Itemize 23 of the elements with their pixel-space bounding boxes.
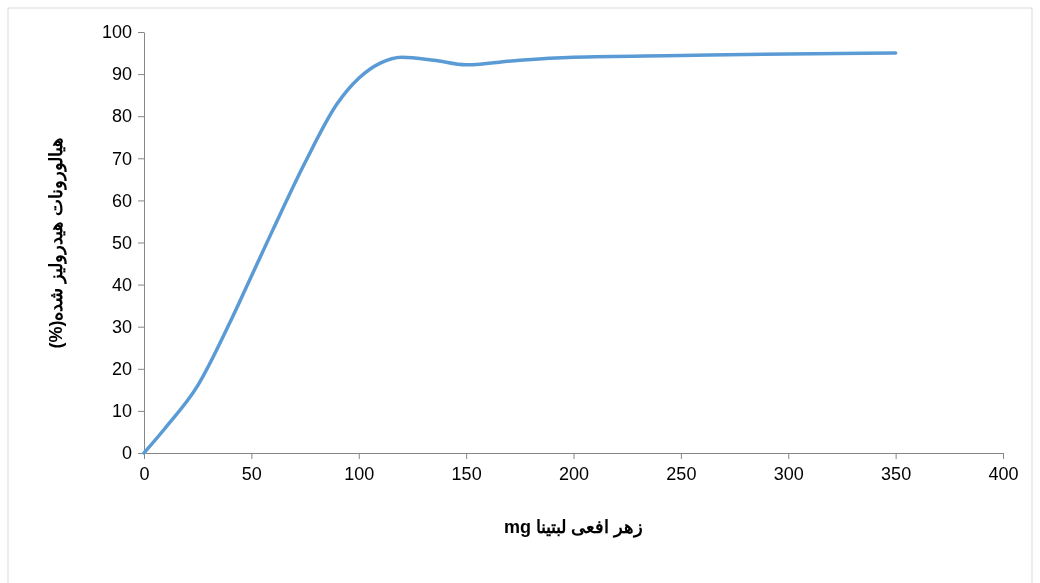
x-tick-label: 200 xyxy=(558,463,590,484)
y-tick-label: 10 xyxy=(111,401,132,422)
y-tick-label: 0 xyxy=(121,443,132,464)
x-tick-label: 0 xyxy=(139,463,150,484)
y-tick-label: 80 xyxy=(111,106,132,127)
y-tick-label: 40 xyxy=(111,274,132,295)
x-tick-label: 300 xyxy=(773,463,804,484)
y-tick-label: 70 xyxy=(111,148,132,169)
x-tick-label: 250 xyxy=(666,463,697,484)
line-series xyxy=(142,51,898,455)
y-tick-label: 20 xyxy=(111,359,132,380)
y-tick-label: 30 xyxy=(111,316,132,337)
y-tick-label: 60 xyxy=(111,190,132,211)
y-axis-title: هیالورونات هیدرولیز شده(%) xyxy=(46,136,67,349)
y-tick-label: 100 xyxy=(101,22,132,43)
y-tick-label: 90 xyxy=(111,64,132,85)
x-tick-label: 100 xyxy=(344,463,375,484)
x-tick-label: 150 xyxy=(451,463,482,484)
x-tick-label: 350 xyxy=(881,463,912,484)
x-tick-label: 50 xyxy=(241,463,262,484)
x-axis-title: زهر افعی لبتینا mg xyxy=(503,517,644,538)
y-tick-label: 50 xyxy=(111,232,132,253)
x-tick-label: 400 xyxy=(988,463,1019,484)
